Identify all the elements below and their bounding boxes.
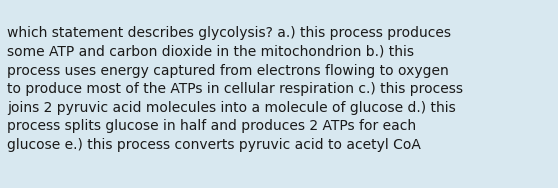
Text: which statement describes glycolysis? a.) this process produces
some ATP and car: which statement describes glycolysis? a.… (7, 26, 463, 152)
